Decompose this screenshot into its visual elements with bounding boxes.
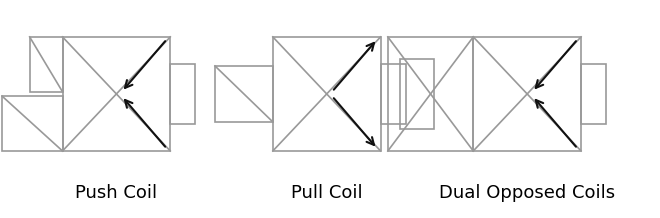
Text: Dual Opposed Coils: Dual Opposed Coils	[439, 184, 615, 202]
Text: Pull Coil: Pull Coil	[291, 184, 362, 202]
Text: Push Coil: Push Coil	[75, 184, 158, 202]
